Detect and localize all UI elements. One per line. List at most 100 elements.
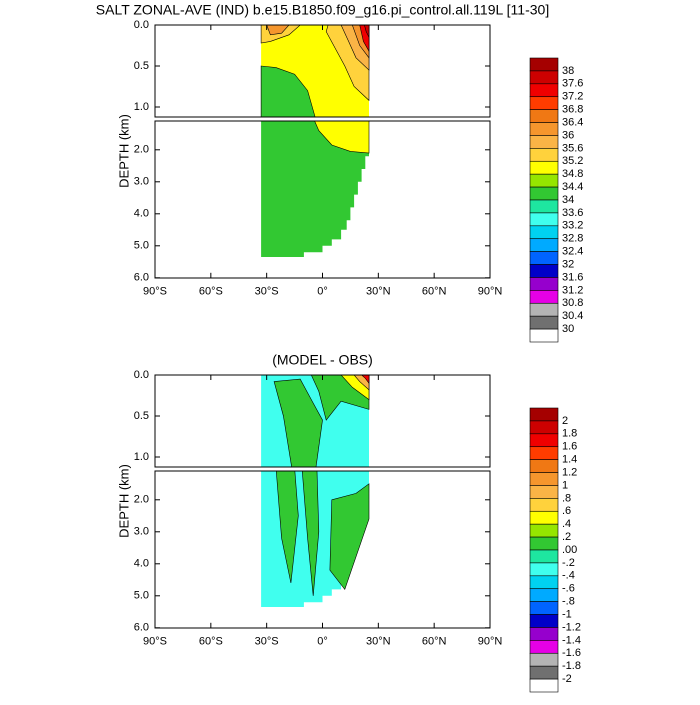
colorbar-box — [529, 549, 559, 564]
y-tick-label: 0.0 — [134, 19, 149, 31]
colorbar-label: 30 — [562, 323, 574, 335]
colorbar-box — [529, 601, 559, 615]
colorbar-box — [529, 652, 559, 667]
contour-region — [273, 378, 323, 467]
colorbar-box — [529, 225, 559, 240]
colorbar-box — [529, 614, 559, 628]
colorbar-box — [529, 510, 559, 525]
colorbar-box — [529, 186, 559, 201]
colorbar-box — [529, 498, 559, 512]
colorbar-label: 34.8 — [562, 168, 583, 180]
colorbar-box — [529, 459, 559, 473]
y-tick-label: 0.5 — [134, 60, 149, 72]
colorbar-box — [529, 238, 559, 252]
colorbar-box — [529, 640, 559, 654]
colorbar-box — [529, 407, 559, 422]
colorbar-label: 36 — [562, 129, 574, 141]
y-tick-label: 4.0 — [134, 208, 149, 220]
colorbar-label: -.6 — [562, 583, 575, 595]
colorbar-box — [529, 122, 559, 136]
plot-frame — [154, 470, 491, 629]
colorbar-box — [529, 302, 559, 317]
y-tick-label: 0.5 — [134, 410, 149, 422]
x-tick-label: 90°S — [143, 286, 167, 298]
colorbar-box — [529, 70, 559, 85]
colorbar-label: -.2 — [562, 557, 575, 569]
colorbar-box — [529, 83, 559, 98]
colorbar-box — [529, 109, 559, 123]
colorbar-label: 34 — [562, 194, 574, 206]
colorbar-label: -1.6 — [562, 647, 581, 659]
y-tick-label: 4.0 — [134, 558, 149, 570]
y-tick-label: 2.0 — [134, 494, 149, 506]
y-tick-label: 6.0 — [134, 622, 149, 634]
colorbar-box — [529, 277, 559, 291]
colorbar-label: 30.4 — [562, 310, 583, 322]
colorbar-box — [529, 472, 559, 486]
contour-region — [275, 471, 299, 584]
colorbar-box — [529, 485, 559, 499]
colorbar-box — [529, 433, 559, 448]
colorbar-label: .00 — [562, 544, 577, 556]
colorbar-box — [529, 627, 559, 641]
colorbar-label: 34.4 — [562, 181, 583, 193]
contour-region — [301, 471, 320, 596]
colorbar-label: 1.8 — [562, 428, 577, 440]
colorbar-box — [529, 588, 559, 602]
contour-region — [364, 25, 370, 38]
colorbar-label: 37.2 — [562, 91, 583, 103]
chart-title: (MODEL - OBS) — [272, 352, 373, 368]
colorbar-box — [529, 328, 559, 343]
y-tick-label: 0.0 — [134, 369, 149, 381]
colorbar-label: 30.8 — [562, 297, 583, 309]
colorbar-label: 31.6 — [562, 271, 583, 283]
colorbar-label: 38 — [562, 65, 574, 77]
colorbar-box — [529, 148, 559, 162]
y-tick-label: 3.0 — [134, 526, 149, 538]
y-axis-label: DEPTH (km) — [116, 114, 131, 188]
x-tick-label: 90°N — [478, 286, 503, 298]
x-tick-label: 60°N — [422, 286, 447, 298]
contour-region — [266, 25, 290, 36]
colorbar-box — [529, 678, 559, 693]
chart-title: SALT ZONAL-AVE (IND) b.e15.B1850.f09_g16… — [96, 2, 549, 18]
colorbar-box — [529, 523, 559, 538]
y-tick-label: 1.0 — [134, 101, 149, 113]
colorbar-label: 37.6 — [562, 78, 583, 90]
colorbar-box — [529, 420, 559, 435]
colorbar-box — [529, 199, 559, 214]
colorbar-label: 32 — [562, 258, 574, 270]
colorbar-box — [529, 264, 559, 278]
x-tick-label: 30°S — [255, 286, 279, 298]
x-tick-label: 60°S — [199, 286, 223, 298]
colorbar-box — [529, 251, 559, 265]
y-tick-label: 6.0 — [134, 272, 149, 284]
colorbar-box — [529, 315, 559, 330]
colorbar-box — [529, 57, 559, 72]
colorbar-label: 35.6 — [562, 142, 583, 154]
colorbar-label: 32.4 — [562, 246, 583, 258]
colorbar-box — [529, 160, 559, 175]
colorbar-label: .6 — [562, 505, 571, 517]
y-tick-label: 1.0 — [134, 451, 149, 463]
colorbar-label: .8 — [562, 492, 571, 504]
x-tick-label: 90°N — [478, 636, 503, 648]
colorbar-label: 1.4 — [562, 454, 577, 466]
colorbar-label: 36.4 — [562, 116, 583, 128]
x-tick-label: 30°S — [255, 636, 279, 648]
colorbar-box — [529, 446, 559, 460]
colorbar-label: .4 — [562, 518, 571, 530]
contour-field — [260, 25, 370, 257]
colorbar-box — [529, 536, 559, 551]
colorbar-label: -1.8 — [562, 660, 581, 672]
colorbar-label: -.8 — [562, 596, 575, 608]
x-tick-label: 0° — [317, 636, 328, 648]
contour-region — [314, 121, 370, 154]
y-tick-label: 2.0 — [134, 144, 149, 156]
colorbar-label: 2 — [562, 415, 568, 427]
y-tick-label: 5.0 — [134, 590, 149, 602]
contour-region — [329, 483, 370, 591]
y-tick-label: 3.0 — [134, 176, 149, 188]
colorbar-label: .2 — [562, 531, 571, 543]
